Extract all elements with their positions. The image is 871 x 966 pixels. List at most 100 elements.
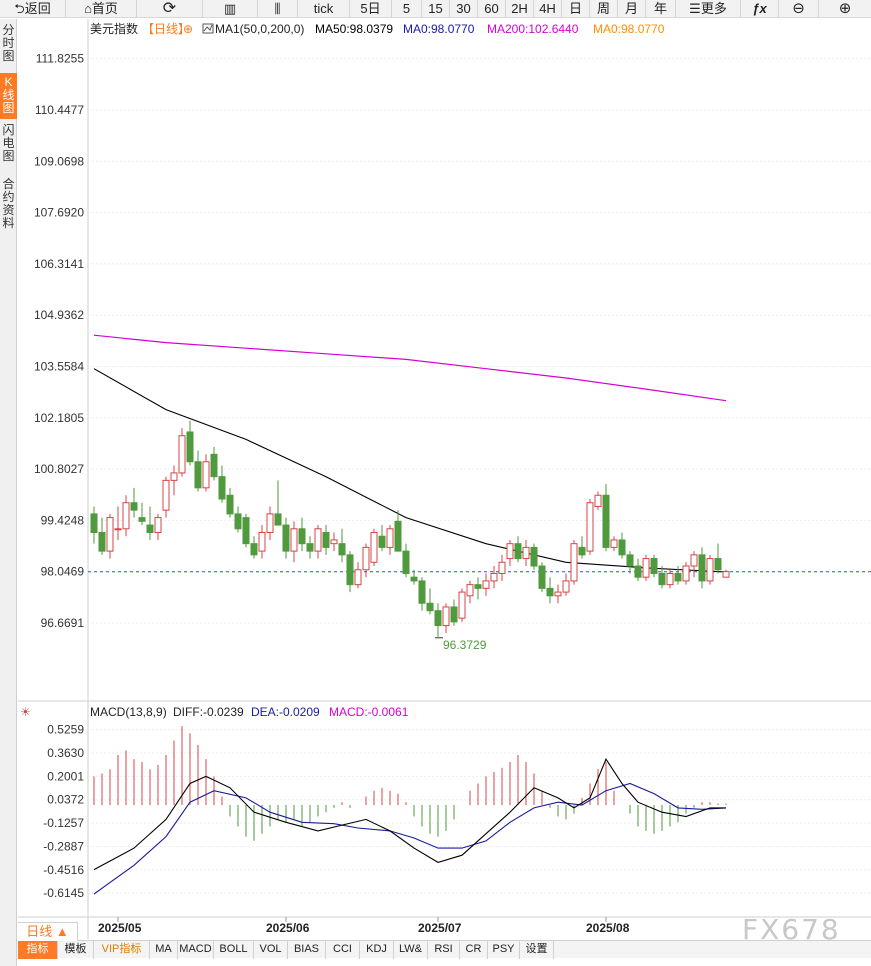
period-60m[interactable]: 60 (478, 0, 506, 18)
period-week[interactable]: 周 (590, 0, 618, 18)
price-tick-label: 107.6920 (34, 206, 84, 220)
candle-body (386, 528, 394, 548)
indicator-tab-8[interactable]: CCI (326, 941, 360, 959)
zoom-out-button[interactable]: ⊖ (779, 0, 819, 18)
fx-icon: ƒx (752, 1, 767, 16)
indicator-tab-10[interactable]: LW& (394, 941, 428, 959)
indicator-tab-13[interactable]: PSY (488, 941, 520, 959)
indicator-tab-12[interactable]: CR (460, 941, 488, 959)
home-icon: ⌂ (84, 1, 92, 16)
back-button[interactable]: ⮌返回 (0, 0, 66, 18)
period-month[interactable]: 月 (618, 0, 646, 18)
candle-body (274, 513, 282, 526)
candle-body (298, 528, 306, 545)
tab-contract-info[interactable]: 合约资料 (2, 177, 15, 230)
indicator-tab-5[interactable]: BOLL (214, 941, 254, 959)
candle-body (210, 453, 218, 478)
candle-body (162, 479, 170, 511)
date-label: 2025/08 (586, 921, 630, 935)
candle-body (370, 532, 378, 563)
more-button[interactable]: ☰更多 (676, 0, 741, 18)
candle-body (578, 546, 586, 556)
date-label: 2025/06 (266, 921, 310, 935)
candle-body (354, 569, 362, 586)
tab-time-sharing[interactable]: 分时图 (2, 23, 15, 63)
settings-gear-icon[interactable]: ⊕ (183, 22, 193, 36)
candle-body (114, 528, 122, 531)
formula-button[interactable]: ƒx (741, 0, 779, 18)
chart-area[interactable]: 111.8255 110.4477 109.0698 107.6920 106.3141… (18, 19, 871, 939)
watermark: FX678 (742, 913, 841, 946)
indicator-tab-4[interactable]: MACD (178, 941, 214, 959)
indicator-tab-6[interactable]: VOL (254, 941, 288, 959)
period-15m[interactable]: 15 (422, 0, 450, 18)
macd-settings-icon[interactable]: ☀ (20, 705, 31, 719)
candle-body (226, 494, 234, 515)
candlestick-icon: ▥ (223, 1, 237, 16)
period-year[interactable]: 年 (646, 0, 676, 18)
macd-diff: DIFF:-0.0239 (173, 705, 244, 719)
home-button[interactable]: ⌂首页 (66, 0, 137, 18)
diff-line (93, 758, 726, 871)
candle-body (474, 584, 482, 589)
macd-value: MACD:-0.0061 (329, 705, 409, 719)
period-dropdown[interactable]: 日线 ▲ (18, 922, 78, 941)
ma0b-value: MA0:98.0770 (593, 22, 665, 36)
indicator-tab-2[interactable]: VIP指标 (94, 941, 150, 959)
indicator-tab-9[interactable]: KDJ (360, 941, 394, 959)
candle-body (698, 554, 706, 582)
indicator-tab-3[interactable]: MA (150, 941, 178, 959)
zoom-in-button[interactable]: ⊕ (819, 0, 871, 18)
bars-icon: ⫼ (274, 1, 281, 16)
period-day[interactable]: 日 (562, 0, 590, 18)
price-tick-label: 106.3141 (34, 257, 84, 271)
candle-body (650, 558, 658, 574)
ma-params: MA1(50,0,200,0) (215, 22, 304, 36)
price-tick-label: 98.0469 (41, 565, 85, 579)
candle-body (330, 539, 338, 545)
candle-body (642, 558, 650, 578)
kline-style-button[interactable]: ⫼ (258, 0, 298, 18)
macd-tick-label: -0.4516 (43, 863, 84, 877)
candle-body (282, 524, 290, 552)
zoom-in-icon: ⊕ (838, 0, 852, 17)
tab-flash-chart[interactable]: 闪电图 (2, 123, 15, 163)
kline-chart[interactable]: 111.8255 110.4477 109.0698 107.6920 106.3141… (18, 19, 871, 939)
period-5m[interactable]: 5 (392, 0, 422, 18)
tick-button[interactable]: tick (298, 0, 350, 18)
period-4h[interactable]: 4H (534, 0, 562, 18)
refresh-button[interactable]: ⟳ (137, 0, 203, 18)
candle-body (490, 572, 498, 582)
indicator-tab-14[interactable]: 设置 (520, 941, 554, 959)
candle-body (666, 572, 674, 586)
indicator-tab-1[interactable]: 模板 (58, 941, 94, 959)
chart-line-icon-mark (203, 24, 213, 32)
candle-body (570, 543, 578, 582)
indicator-tab-7[interactable]: BIAS (288, 941, 326, 959)
indicator-tab-0[interactable]: 指标 (18, 941, 58, 959)
candle-body (106, 517, 114, 552)
price-tick-label: 103.5584 (34, 359, 84, 373)
period-30m[interactable]: 30 (450, 0, 478, 18)
macd-tick-label: 0.3630 (47, 746, 84, 760)
back-arrow-icon: ⮌ (14, 1, 25, 16)
candle-body (122, 502, 130, 530)
candle-body (506, 543, 514, 560)
candle-body (514, 543, 522, 560)
candle-body (466, 584, 474, 597)
candle-body (458, 591, 466, 619)
candle-body (546, 587, 554, 597)
five-day-button[interactable]: 5日 (350, 0, 392, 18)
candle-body (346, 554, 354, 586)
candle-body (378, 535, 386, 548)
candle-body (242, 517, 250, 545)
period-2h[interactable]: 2H (506, 0, 534, 18)
indicator-tab-11[interactable]: RSI (428, 941, 460, 959)
tab-kline[interactable]: K线图 (0, 73, 17, 119)
candle-body (706, 558, 714, 582)
refresh-icon: ⟳ (162, 0, 177, 17)
candle-body (482, 580, 490, 589)
candle-body (410, 576, 418, 582)
chart-type-button[interactable]: ▥ (203, 0, 258, 18)
price-tick-label: 99.4248 (41, 513, 85, 527)
